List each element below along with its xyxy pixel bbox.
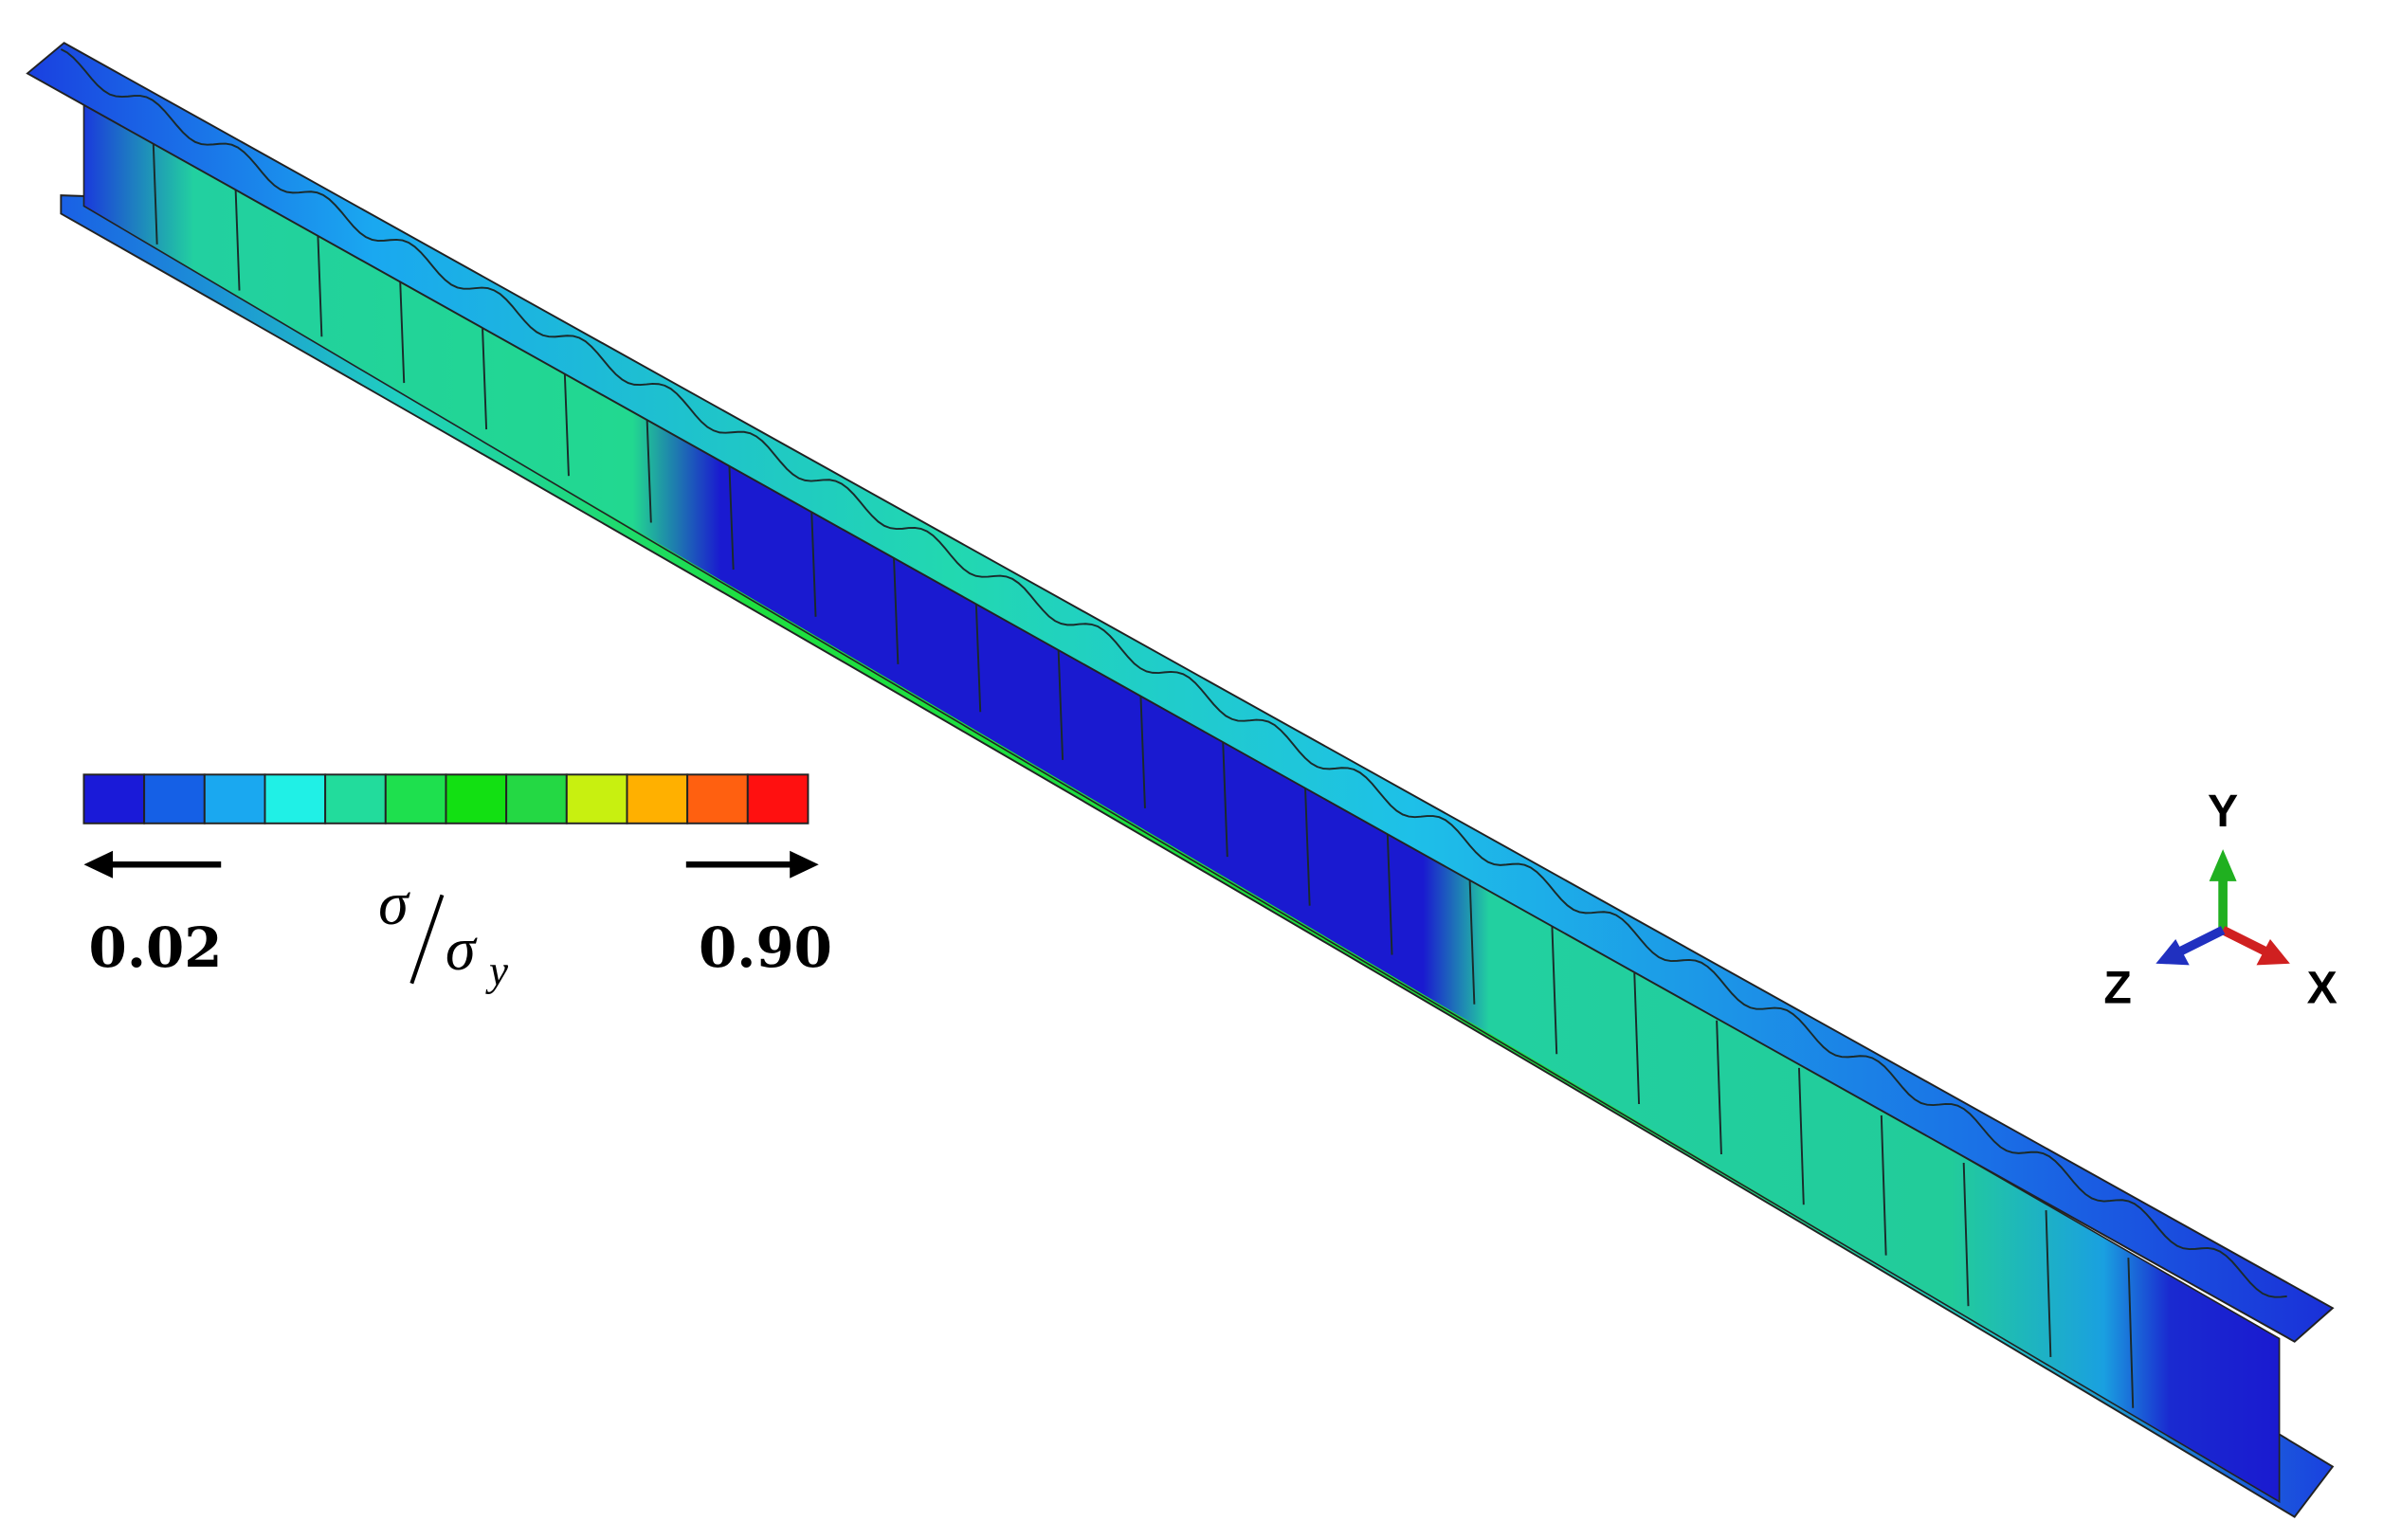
quantity-numerator: σ <box>378 870 410 937</box>
quantity-slash <box>409 894 445 985</box>
axis-triad: Y Z X <box>2103 786 2337 1014</box>
legend-cell <box>686 773 749 824</box>
legend-cell <box>264 773 327 824</box>
legend-cell <box>203 773 266 824</box>
legend: 0.02 0.90 σ σ y <box>82 773 832 994</box>
legend-cell <box>445 773 508 824</box>
axis-x-head <box>2256 939 2290 966</box>
axis-z-head <box>2156 939 2190 966</box>
axis-y-head <box>2209 849 2237 881</box>
top-flange-wave <box>60 48 2287 1298</box>
stiffener <box>2045 1210 2052 1357</box>
stiffener <box>1798 1067 1805 1205</box>
stiffener <box>727 450 735 571</box>
stiffener <box>1962 1162 1970 1307</box>
stiffener <box>1551 925 1558 1055</box>
quantity-subscript: y <box>485 947 508 994</box>
stiffener <box>892 546 900 664</box>
legend-min: 0.02 <box>89 915 223 980</box>
quantity-denominator: σ <box>446 915 478 983</box>
arrow-right-head <box>790 850 819 879</box>
stiffener <box>1222 735 1228 858</box>
stiffener <box>1468 878 1476 1005</box>
axis-x <box>2220 926 2271 957</box>
legend-cell <box>626 773 689 824</box>
stiffener <box>646 403 652 523</box>
top-flange <box>26 42 2335 1343</box>
legend-cell <box>82 773 146 824</box>
legend-cell <box>324 773 387 824</box>
stiffener <box>1057 641 1064 760</box>
legend-cell <box>384 773 447 824</box>
stiffener <box>1880 1114 1887 1256</box>
legend-cell <box>746 773 809 824</box>
stiffener <box>974 593 982 713</box>
stiffener <box>1716 1020 1722 1155</box>
stiffener <box>1303 783 1311 906</box>
axis-z-label: Z <box>2103 963 2131 1014</box>
legend-max: 0.90 <box>699 915 832 980</box>
axis-x-label: X <box>2307 963 2338 1014</box>
beam <box>26 42 2335 1518</box>
stiffener <box>1633 972 1641 1105</box>
stiffener <box>2127 1258 2135 1408</box>
axis-y-label: Y <box>2208 786 2238 837</box>
stiffener <box>1386 830 1393 955</box>
stiffener <box>1139 688 1146 808</box>
stiffener <box>563 355 570 477</box>
legend-cell <box>143 773 206 824</box>
arrow-left-head <box>83 850 114 879</box>
legend-cell <box>565 773 628 824</box>
legend-cell <box>505 773 568 824</box>
axis-z <box>2174 926 2226 957</box>
stiffener <box>809 498 817 617</box>
